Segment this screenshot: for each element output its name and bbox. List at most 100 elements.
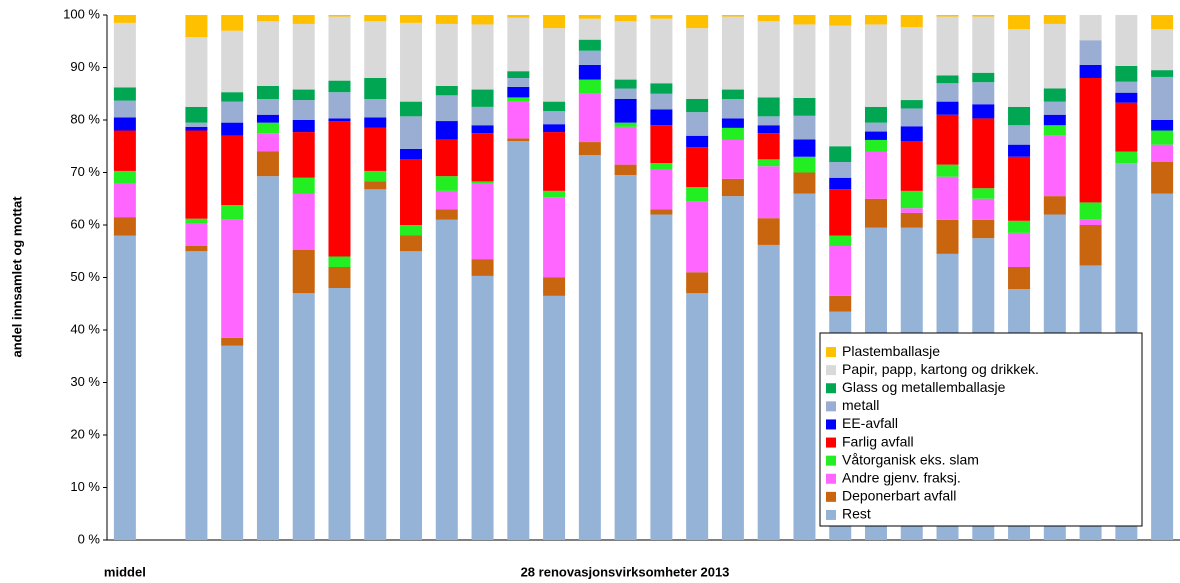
bar-segment [471, 133, 494, 182]
bar-segment [1079, 40, 1102, 65]
bar-segment [221, 30, 244, 93]
bar-segment [972, 118, 995, 189]
bar-segment [471, 106, 494, 126]
bar-segment [757, 159, 780, 167]
bar-segment [1151, 120, 1174, 131]
bar-segment [900, 126, 923, 141]
bar-segment [1115, 81, 1138, 93]
bar-segment [829, 295, 852, 312]
bar-segment [650, 125, 673, 164]
bar-segment [936, 83, 959, 102]
y-tick-label: 0 % [78, 531, 101, 546]
bar-segment [1043, 88, 1066, 102]
bar-segment [900, 27, 923, 101]
bar-segment [614, 79, 637, 89]
bar-segment [650, 15, 673, 19]
bar-segment [435, 85, 458, 96]
bar-segment [829, 146, 852, 162]
legend-swatch [826, 419, 836, 430]
legend-swatch [826, 509, 836, 520]
bar-segment [578, 18, 601, 40]
bar-segment [292, 193, 315, 250]
legend-label: Farlig avfall [842, 433, 914, 449]
bar-segment [400, 116, 423, 149]
y-tick-label: 50 % [70, 269, 100, 284]
bar-segment [256, 176, 279, 541]
bar-segment [829, 189, 852, 236]
bar-segment [256, 122, 279, 134]
bar-segment [721, 118, 744, 128]
bar-segment [686, 15, 709, 29]
bar-segment [900, 141, 923, 191]
bar-segment [113, 217, 136, 236]
bar-segment [221, 345, 244, 540]
bar-segment [400, 148, 423, 160]
bar-segment [471, 259, 494, 276]
bar-segment [256, 151, 279, 177]
legend-label: Våtorganisk eks. slam [842, 451, 979, 467]
bar-segment [400, 225, 423, 236]
bar-segment [578, 15, 601, 19]
bar-segment [686, 272, 709, 294]
bar-segment [185, 223, 208, 246]
bar-segment [829, 162, 852, 178]
bar-segment [686, 147, 709, 188]
bar-segment [543, 277, 566, 296]
bar-segment [435, 15, 458, 24]
bar-segment [435, 176, 458, 191]
bar-segment [543, 295, 566, 540]
bar-segment [864, 122, 887, 132]
bar-segment [328, 256, 351, 267]
bar-segment [328, 118, 351, 122]
legend-label: metall [842, 397, 879, 413]
bar-segment [721, 127, 744, 140]
bar-segment [507, 86, 530, 98]
bar-segment [1079, 225, 1102, 266]
bar-segment [543, 132, 566, 191]
bar-segment [221, 92, 244, 102]
bar-segment [972, 15, 995, 17]
bar-segment [900, 208, 923, 213]
y-tick-label: 80 % [70, 111, 100, 126]
bar-segment [614, 88, 637, 99]
bar-segment [1008, 15, 1031, 30]
bar-segment [650, 209, 673, 215]
bar-segment [471, 125, 494, 134]
bar-segment [757, 116, 780, 126]
bar-segment [829, 177, 852, 190]
bar-segment [614, 175, 637, 540]
bar-segment [113, 22, 136, 88]
bar-segment [757, 97, 780, 117]
bar-segment [328, 92, 351, 119]
bar-segment [328, 16, 351, 81]
bar-segment [435, 219, 458, 540]
bar-segment [113, 100, 136, 118]
bar-segment [543, 190, 566, 198]
bar-segment [292, 249, 315, 294]
bar-segment [328, 288, 351, 540]
bar-segment [721, 16, 744, 90]
bar-segment [1008, 106, 1031, 126]
legend-swatch [826, 437, 836, 448]
bar-segment [721, 99, 744, 119]
bar-segment [292, 15, 315, 24]
bar-segment [256, 133, 279, 152]
bar-segment [113, 130, 136, 171]
bar-segment [721, 15, 744, 17]
bar-segment [1151, 130, 1174, 145]
y-tick-label: 40 % [70, 321, 100, 336]
bar-segment [435, 209, 458, 220]
bar-segment [614, 122, 637, 127]
bar-segment [650, 163, 673, 170]
bar-segment [900, 100, 923, 109]
bar-segment [256, 85, 279, 99]
bar-segment [221, 337, 244, 346]
legend-swatch [826, 365, 836, 376]
bar-segment [972, 16, 995, 73]
bar-segment [1008, 144, 1031, 157]
y-tick-label: 100 % [63, 6, 100, 21]
bar-segment [864, 198, 887, 228]
legend-label: Rest [842, 506, 871, 522]
bar-segment [1043, 101, 1066, 115]
bar-segment [543, 15, 566, 29]
